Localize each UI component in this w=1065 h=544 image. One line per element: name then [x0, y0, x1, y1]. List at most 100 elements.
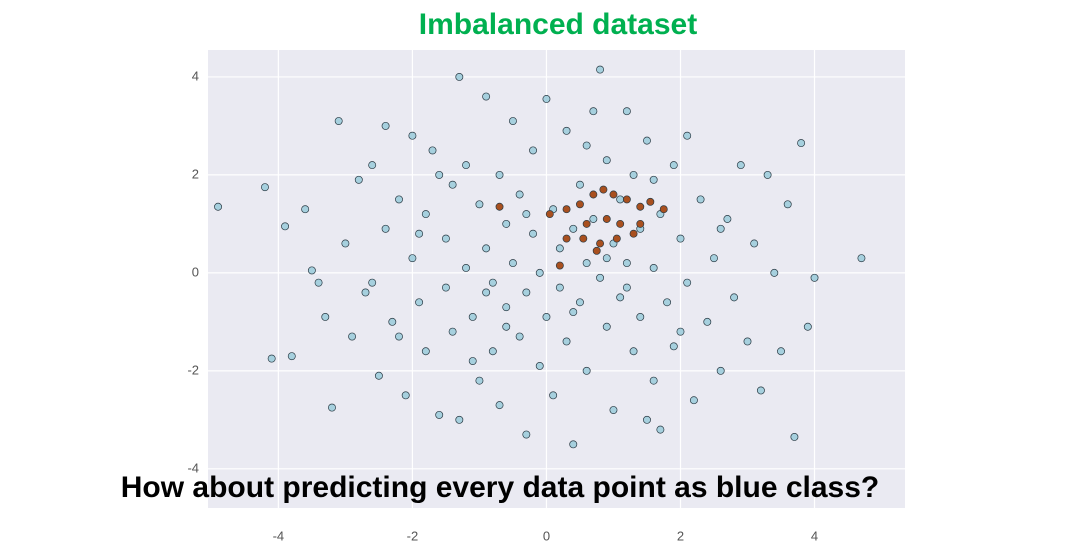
scatter-point: [562, 337, 571, 346]
scatter-point: [368, 161, 377, 170]
scatter-point: [395, 332, 403, 341]
scatter-point: [622, 259, 631, 268]
scatter-point: [602, 215, 611, 223]
scatter-point: [341, 239, 350, 248]
scatter-point: [676, 234, 685, 243]
scatter-point: [529, 146, 537, 155]
scatter-point: [629, 347, 638, 356]
scatter-point: [361, 288, 370, 297]
scatter-point: [716, 366, 725, 375]
scatter-point: [636, 219, 645, 228]
scatter-point: [569, 308, 578, 317]
y-tick-label: 2: [192, 166, 199, 181]
scatter-point: [328, 403, 336, 412]
scatter-point: [569, 224, 578, 233]
scatter-point: [354, 175, 363, 184]
scatter-point: [495, 401, 504, 410]
scatter-point: [669, 161, 678, 170]
scatter-point: [468, 313, 477, 321]
scatter-point: [636, 313, 645, 321]
scatter-point: [542, 313, 551, 321]
scatter-point: [743, 337, 752, 346]
scatter-point: [616, 219, 625, 228]
scatter-point: [643, 415, 651, 424]
scatter-point: [475, 376, 484, 385]
scatter-point: [415, 229, 424, 238]
scatter-point: [576, 180, 584, 189]
scatter-point: [609, 190, 618, 199]
scatter-point: [408, 131, 417, 140]
scatter-point: [281, 222, 290, 231]
scatter-point: [522, 288, 531, 297]
scatter-point: [622, 195, 631, 204]
scatter-point: [488, 278, 497, 287]
scatter-point: [502, 303, 511, 312]
scatter-point: [676, 327, 685, 336]
scatter-point: [703, 317, 712, 326]
scatter-point: [589, 215, 598, 223]
scatter-point: [401, 391, 410, 400]
scatter-point: [261, 183, 269, 192]
scatter-point: [428, 146, 437, 155]
scatter-point: [435, 410, 444, 419]
scatter-point: [622, 283, 631, 292]
scatter-point: [515, 332, 524, 341]
scatter-point: [683, 278, 692, 287]
scatter-point: [582, 219, 591, 228]
scatter-point: [602, 322, 611, 331]
scatter-point: [475, 200, 484, 209]
scatter-point: [482, 288, 491, 297]
scatter-point: [636, 202, 645, 211]
scatter-point: [441, 283, 450, 292]
scatter-point: [803, 322, 812, 331]
x-tick-label: -2: [407, 528, 419, 543]
scatter-point: [797, 139, 806, 148]
scatter-point: [535, 361, 544, 370]
scatter-point: [622, 107, 631, 116]
scatter-point: [629, 170, 638, 179]
scatter-point: [649, 264, 658, 272]
scatter-point: [307, 266, 316, 275]
scatter-point: [659, 205, 668, 214]
scatter-point: [495, 170, 504, 179]
scatter-point: [616, 293, 625, 302]
scatter-point: [596, 273, 605, 282]
scatter-point: [555, 244, 564, 253]
scatter-point: [669, 342, 678, 351]
scatter-point: [562, 234, 571, 243]
scatter-point: [582, 366, 591, 375]
scatter-point: [783, 200, 792, 209]
scatter-point: [522, 430, 531, 439]
scatter-point: [777, 347, 785, 356]
scatter-point: [569, 440, 578, 449]
scatter-point: [602, 254, 611, 263]
scatter-point: [589, 107, 598, 116]
scatter-point: [529, 229, 537, 238]
scatter-point: [441, 234, 450, 243]
scatter-point: [582, 259, 591, 268]
scatter-point: [515, 190, 524, 199]
scatter-point: [381, 224, 390, 233]
scatter-point: [770, 268, 779, 277]
scatter-point: [522, 210, 531, 219]
y-tick-label: 4: [192, 68, 199, 83]
y-tick-label: -2: [187, 362, 199, 377]
scatter-point: [716, 224, 725, 233]
scatter-point: [609, 406, 618, 414]
scatter-point: [649, 175, 658, 184]
y-tick-label: -4: [187, 460, 199, 475]
scatter-point: [643, 136, 651, 145]
scatter-point: [408, 254, 417, 263]
scatter-point: [535, 268, 544, 277]
scatter-point: [616, 195, 625, 204]
scatter-point: [810, 273, 819, 282]
scatter-point: [857, 254, 866, 263]
scatter-point: [555, 283, 564, 292]
scatter-point: [576, 200, 584, 209]
scatter-point: [582, 141, 591, 150]
scatter-point: [562, 205, 571, 214]
scatter-point: [334, 117, 343, 125]
x-tick-label: 0: [543, 528, 550, 543]
scatter-point: [545, 210, 554, 219]
scatter-point: [736, 161, 745, 170]
